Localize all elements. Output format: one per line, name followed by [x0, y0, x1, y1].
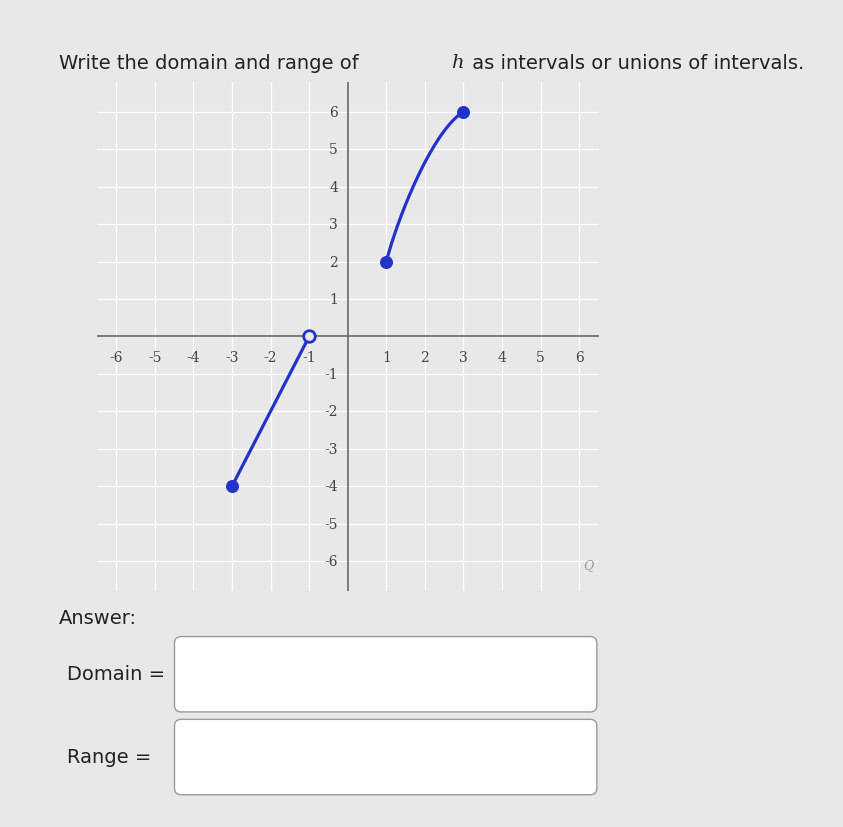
- Text: 1: 1: [382, 350, 391, 364]
- Text: 4: 4: [330, 180, 338, 194]
- Text: -5: -5: [325, 517, 338, 531]
- Text: -4: -4: [186, 350, 201, 364]
- Point: [379, 256, 393, 269]
- Text: 4: 4: [497, 350, 507, 364]
- Text: -3: -3: [325, 442, 338, 457]
- Text: -1: -1: [303, 350, 316, 364]
- Text: Answer:: Answer:: [59, 608, 137, 627]
- Point: [457, 106, 470, 119]
- Text: -1: -1: [325, 367, 338, 381]
- Point: [303, 330, 316, 344]
- Text: 2: 2: [330, 256, 338, 270]
- Text: -2: -2: [325, 404, 338, 418]
- Text: Q: Q: [583, 559, 593, 571]
- Text: -6: -6: [110, 350, 123, 364]
- Text: Domain =: Domain =: [67, 665, 165, 683]
- Text: Range =: Range =: [67, 748, 152, 766]
- Text: Write the domain and range of: Write the domain and range of: [59, 54, 365, 73]
- Text: 3: 3: [330, 218, 338, 232]
- Text: 2: 2: [421, 350, 429, 364]
- Text: 1: 1: [330, 293, 338, 307]
- Text: as intervals or unions of intervals.: as intervals or unions of intervals.: [466, 54, 804, 73]
- Text: -4: -4: [325, 480, 338, 494]
- Text: 5: 5: [330, 143, 338, 157]
- Text: 5: 5: [536, 350, 545, 364]
- Text: 6: 6: [330, 106, 338, 120]
- Text: 6: 6: [575, 350, 583, 364]
- Text: 3: 3: [459, 350, 468, 364]
- Text: h: h: [451, 54, 464, 72]
- Text: -6: -6: [325, 554, 338, 568]
- Point: [225, 480, 239, 493]
- Text: -3: -3: [225, 350, 239, 364]
- Text: -5: -5: [148, 350, 162, 364]
- Text: -2: -2: [264, 350, 277, 364]
